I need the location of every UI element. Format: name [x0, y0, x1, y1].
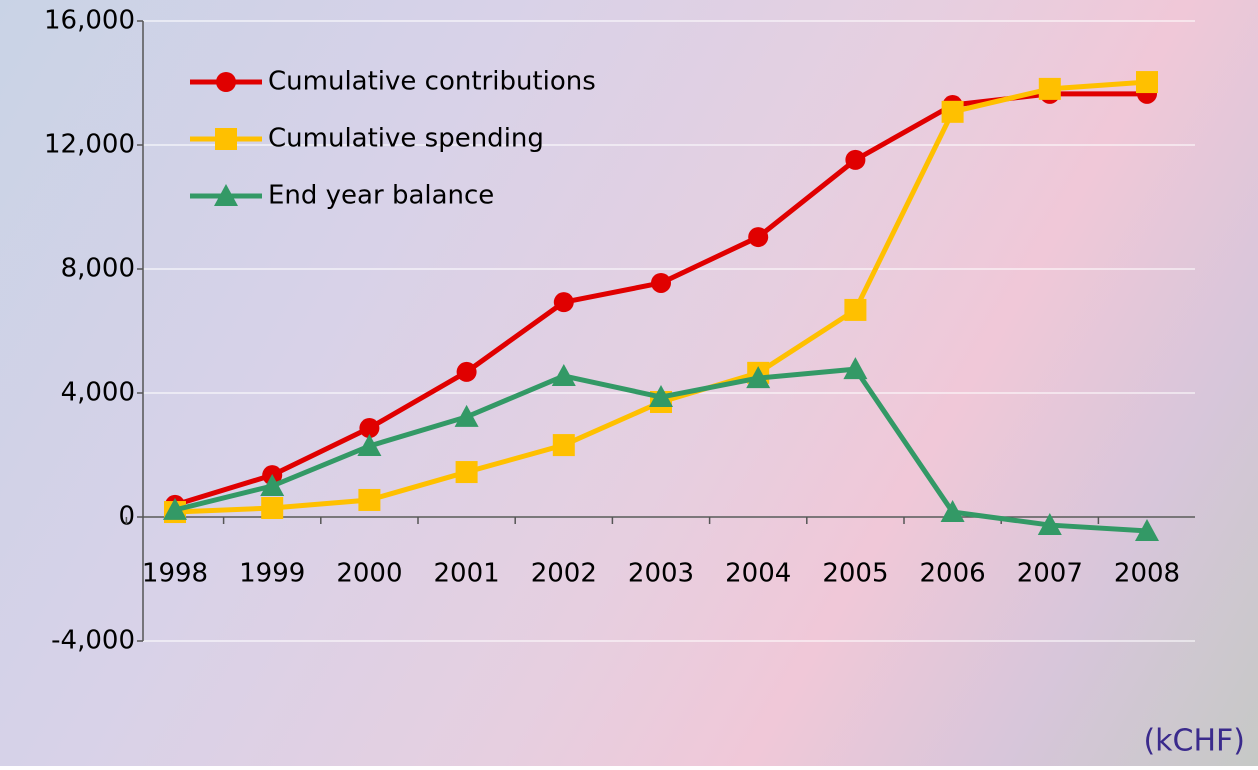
- data-point: [455, 461, 478, 484]
- legend-label: End year balance: [268, 181, 494, 211]
- x-tick-label: 2008: [1114, 559, 1180, 589]
- x-tick-label: 2007: [1017, 559, 1083, 589]
- data-point: [748, 227, 769, 248]
- y-tick-label: 8,000: [61, 254, 135, 284]
- data-point: [844, 298, 867, 321]
- legend-marker: [214, 184, 238, 206]
- y-tick-label: 12,000: [44, 130, 135, 160]
- data-point: [941, 100, 964, 123]
- series-line: [174, 91, 1147, 508]
- data-point: [357, 434, 382, 457]
- x-tick-label: 2002: [531, 559, 597, 589]
- data-point: [845, 149, 866, 170]
- x-tick-label: 2001: [434, 559, 500, 589]
- data-point: [456, 361, 477, 382]
- data-point: [1037, 513, 1062, 536]
- data-point: [1136, 71, 1158, 94]
- data-point: [1038, 77, 1061, 100]
- data-point: [454, 404, 479, 427]
- legend-marker: [216, 72, 236, 92]
- data-point: [651, 272, 671, 293]
- y-tick-label: -4,000: [51, 626, 135, 656]
- legend-label: Cumulative contributions: [268, 67, 596, 97]
- x-tick-label: 2003: [628, 559, 694, 589]
- data-point: [940, 500, 965, 523]
- x-tick-label: 2005: [822, 559, 888, 589]
- x-tick-label: 1998: [142, 559, 208, 589]
- unit-annotation: (kCHF): [1143, 724, 1245, 759]
- data-point: [260, 474, 285, 496]
- x-tick-label: 2004: [725, 559, 791, 589]
- y-tick-label: 4,000: [61, 378, 135, 408]
- data-point: [358, 488, 381, 511]
- legend-marker: [215, 128, 237, 150]
- data-point: [163, 497, 187, 520]
- data-point: [553, 292, 574, 313]
- data-point: [551, 363, 576, 386]
- y-tick-label: 0: [118, 502, 135, 532]
- data-point: [261, 497, 284, 520]
- data-point: [552, 434, 575, 457]
- data-point: [746, 366, 771, 389]
- data-point: [649, 385, 673, 408]
- data-point: [359, 418, 380, 439]
- y-tick-label: 16,000: [44, 6, 135, 36]
- x-tick-label: 1999: [239, 559, 305, 589]
- x-tick-label: 2000: [336, 559, 402, 589]
- data-point: [843, 357, 868, 380]
- x-tick-label: 2006: [920, 559, 986, 589]
- data-point: [1135, 518, 1159, 541]
- legend-label: Cumulative spending: [268, 124, 544, 154]
